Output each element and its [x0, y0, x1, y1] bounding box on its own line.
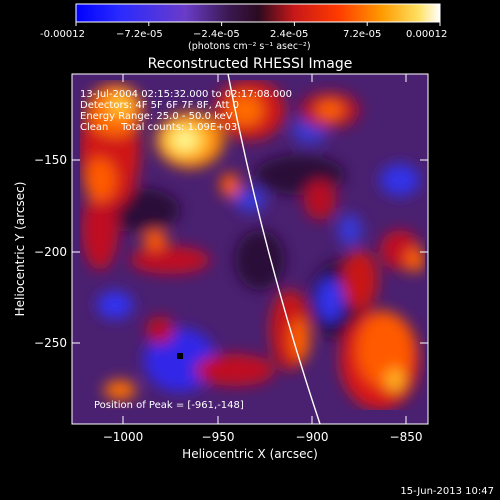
- x-axis-ticks: [122, 74, 407, 424]
- info-line-energy: Energy Range: 25.0 - 50.0 keV: [80, 111, 233, 122]
- y-axis-ticks: [72, 159, 428, 344]
- image-title: Reconstructed RHESSI Image: [148, 56, 353, 72]
- x-tick-label: −950: [202, 430, 235, 444]
- min-marker: [177, 353, 183, 359]
- colorbar-tick-label: 0.00012: [406, 29, 447, 40]
- peak-position-label: Position of Peak = [-961,-148]: [94, 400, 244, 411]
- colorbar-ticks: [75, 22, 441, 26]
- footer-date: 15-Jun-2013 10:47: [400, 486, 494, 497]
- colorbar-tick-label: -0.00012: [40, 29, 85, 40]
- y-axis-label: Heliocentric Y (arcsec): [13, 182, 27, 317]
- x-tick-label: −850: [390, 430, 423, 444]
- colorbar-tick-label: 7.2e-05: [343, 29, 381, 40]
- solar-limb-line: [227, 74, 321, 424]
- x-axis-label: Heliocentric X (arcsec): [182, 447, 318, 461]
- y-tick-label: −250: [34, 336, 67, 350]
- rhessi-map: [72, 74, 428, 424]
- colorbar-tick-label: 2.4e-05: [270, 29, 308, 40]
- colorbar-unit-label: (photons cm⁻² s⁻¹ asec⁻²): [188, 41, 311, 52]
- x-tick-label: −1000: [103, 430, 144, 444]
- plot-frame: [71, 73, 429, 425]
- y-tick-label: −150: [34, 153, 67, 167]
- info-line-clean: Clean Total counts: 1.09E+03: [80, 122, 237, 133]
- y-tick-label: −200: [34, 245, 67, 259]
- colorbar-tick-label: −7.2e-05: [116, 29, 163, 40]
- x-tick-label: −900: [296, 430, 329, 444]
- info-line-time: 13-Jul-2004 02:15:32.000 to 02:17:08.000: [80, 89, 292, 100]
- info-line-detectors: Detectors: 4F 5F 6F 7F 8F, Att 0: [80, 100, 239, 111]
- colorbar: [75, 3, 441, 23]
- colorbar-tick-label: −2.4e-05: [193, 29, 240, 40]
